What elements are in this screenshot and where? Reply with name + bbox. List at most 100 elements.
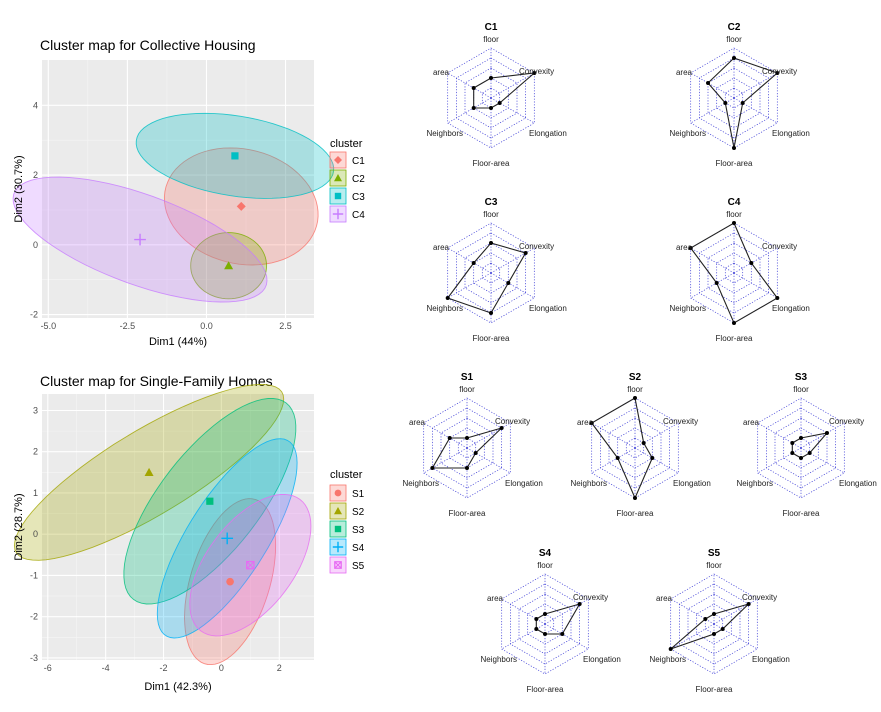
radar-axis-label: area <box>409 418 426 427</box>
radar-axis-label: area <box>487 594 504 603</box>
radar-axis-label: area <box>676 68 693 77</box>
radar-s2: S2 floor Convexity Elongation Floor-area Neig… <box>571 372 711 518</box>
radar-s3: S3 floor Convexity Elongation Floor-area Neig… <box>737 372 877 518</box>
radar-spoke <box>634 447 679 474</box>
radar-axis-label: Floor-area <box>716 334 753 343</box>
radar-axis-label: floor <box>537 561 553 570</box>
radar-spoke <box>466 447 511 474</box>
y-tick-label: 3 <box>33 405 38 415</box>
radar-axis-label: Neighbors <box>481 655 517 664</box>
radar-point <box>473 451 478 455</box>
radar-axis-label: floor <box>726 210 742 219</box>
x-tick-label: -4 <box>102 663 110 673</box>
centroid-c3 <box>231 152 239 160</box>
x-tick-label: -2.5 <box>120 321 136 331</box>
x-tick-labels: -5.0 -2.5 0.0 2.5 <box>41 321 292 331</box>
y-tick-labels: -2 0 2 4 <box>30 100 38 319</box>
radar-point <box>534 627 539 631</box>
radar-title: C1 <box>485 22 498 33</box>
radar-spoke <box>466 422 511 449</box>
x-tick-label: 2.5 <box>279 321 292 331</box>
radar-axis-label: Elongation <box>505 479 543 488</box>
radar-point <box>615 456 620 460</box>
radar-axis-label: Elongation <box>752 655 790 664</box>
radar-spoke <box>800 422 845 449</box>
y-axis-label: Dim2 (30.7%) <box>13 155 25 222</box>
y-tick-label: 0 <box>33 240 38 250</box>
x-tick-labels: -6 -4 -2 0 2 <box>44 663 282 673</box>
x-tick-label: 0.0 <box>200 321 213 331</box>
radar-axis-label: floor <box>627 385 643 394</box>
radar-axis-label: Convexity <box>762 242 797 251</box>
radar-axis-label: Floor-area <box>473 159 510 168</box>
radar-axis-label: Neighbors <box>427 129 463 138</box>
radar-c4: C4 floor Convexity Elongation Floor-area Neig… <box>670 197 810 343</box>
radar-c1: C1 floor Convexity Elongation Floor-area Neig… <box>427 22 567 168</box>
radar-axis-label: Neighbors <box>670 304 706 313</box>
radar-axis-label: floor <box>483 210 499 219</box>
radar-point <box>471 106 476 110</box>
radar-spoke <box>670 598 715 625</box>
radar-point <box>499 426 504 430</box>
radar-axis-label: Elongation <box>529 129 567 138</box>
radar-spoke <box>690 72 735 99</box>
radar-axis-label: Elongation <box>839 479 877 488</box>
radar-point <box>703 617 708 621</box>
radar-axis-label: Floor-area <box>696 685 733 694</box>
legend-label: S1 <box>352 489 365 500</box>
legend-label: S3 <box>352 525 365 536</box>
radar-axis-label: Floor-area <box>716 159 753 168</box>
radar-axis-label: Convexity <box>573 593 608 602</box>
radar-point <box>589 421 594 425</box>
radar-axis-label: Elongation <box>772 304 810 313</box>
legend-item-c3: C3 <box>329 187 365 205</box>
radar-grid-ring <box>774 417 828 479</box>
legend-title: cluster <box>330 469 363 481</box>
centroid-points <box>134 152 246 270</box>
radar-point <box>732 321 736 325</box>
radar-grid-ring <box>423 397 511 499</box>
legend-label: S2 <box>352 507 365 518</box>
centroid-s2 <box>144 467 154 476</box>
radar-axis-label: Elongation <box>529 304 567 313</box>
radar-point <box>471 261 476 265</box>
radar-axis-label: Neighbors <box>571 479 607 488</box>
radar-axis-label: Neighbors <box>650 655 686 664</box>
radar-axis-label: Elongation <box>673 479 711 488</box>
radar-spoke <box>733 72 778 99</box>
radar-grid-ring <box>518 593 572 655</box>
cluster-map-single-family: Cluster map for Single-Family Homes -6 -4… <box>13 373 365 693</box>
radar-grid-ring <box>501 573 589 675</box>
radar-c2: C2 floor Convexity Elongation Floor-area Neig… <box>670 22 810 168</box>
radar-point <box>489 311 493 315</box>
y-tick-label: 4 <box>33 100 38 110</box>
gridlines <box>42 394 314 660</box>
radar-axis-label: area <box>676 243 693 252</box>
centroid-s5 <box>246 560 255 570</box>
radar-title: S5 <box>708 548 721 559</box>
radar-spoke <box>757 447 802 474</box>
radar-spoke <box>800 447 845 474</box>
radar-axis-label: Neighbors <box>737 479 773 488</box>
radar-point <box>799 436 803 440</box>
radar-axis-label: Floor-area <box>473 334 510 343</box>
radar-grid-ring <box>464 67 518 129</box>
radar-axis-label: Convexity <box>829 417 864 426</box>
radar-point <box>489 76 493 80</box>
radar-spoke <box>447 97 492 124</box>
radar-point <box>465 436 469 440</box>
radar-point <box>790 451 795 455</box>
radar-point <box>668 647 673 651</box>
radar-grid-ring <box>690 47 778 149</box>
y-tick-label: -1 <box>30 570 38 580</box>
radar-point <box>740 101 745 105</box>
legend-label: S4 <box>352 543 365 554</box>
radar-point <box>489 241 493 245</box>
radar-spoke <box>544 623 589 650</box>
radar-axis-label: floor <box>459 385 475 394</box>
radar-point <box>799 456 803 460</box>
radar-point <box>824 431 829 435</box>
radar-grid-ring <box>608 417 662 479</box>
radar-spoke <box>490 97 535 124</box>
radar-axis-label: area <box>577 418 594 427</box>
